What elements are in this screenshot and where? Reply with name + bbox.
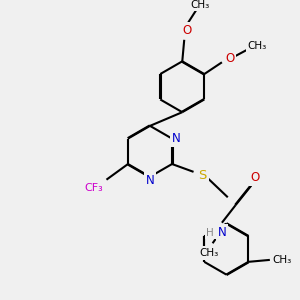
Text: CH₃: CH₃ (190, 0, 209, 10)
Text: H: H (206, 227, 214, 238)
Text: N: N (172, 132, 180, 145)
Text: S: S (198, 169, 206, 182)
Text: CH₃: CH₃ (248, 41, 267, 51)
Text: O: O (182, 23, 192, 37)
Text: N: N (218, 226, 226, 239)
Text: N: N (146, 174, 154, 187)
Text: CH₃: CH₃ (272, 255, 291, 265)
Text: CF₃: CF₃ (84, 182, 103, 193)
Text: O: O (250, 171, 260, 184)
Text: CH₃: CH₃ (199, 248, 218, 258)
Text: O: O (225, 52, 234, 65)
